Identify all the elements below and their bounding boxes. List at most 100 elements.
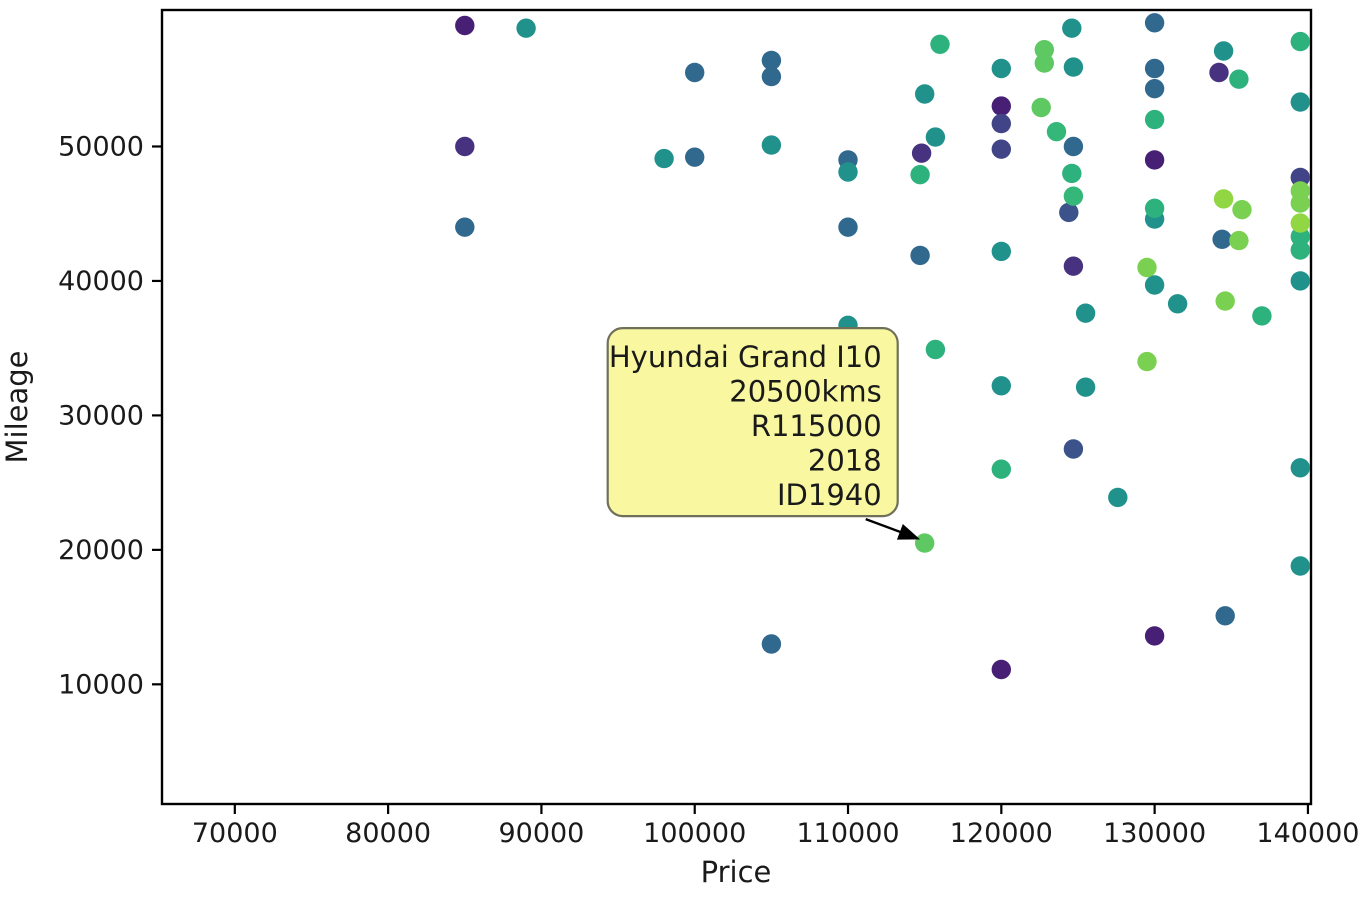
data-point[interactable] xyxy=(1290,193,1311,213)
x-tick-label: 120000 xyxy=(950,818,1053,849)
data-point[interactable] xyxy=(1108,487,1128,508)
data-point[interactable] xyxy=(1213,189,1234,209)
data-point[interactable] xyxy=(910,165,930,185)
data-point[interactable] xyxy=(991,96,1011,116)
data-point[interactable] xyxy=(1034,53,1055,73)
data-point[interactable] xyxy=(1075,303,1096,323)
tooltip-text-line: 20500kms xyxy=(729,375,881,409)
data-point[interactable] xyxy=(761,66,782,87)
data-point[interactable] xyxy=(991,459,1011,479)
data-point[interactable] xyxy=(1290,556,1311,576)
data-point[interactable] xyxy=(1215,606,1235,626)
data-point[interactable] xyxy=(1290,167,1311,188)
data-point[interactable] xyxy=(915,533,935,553)
data-point[interactable] xyxy=(654,148,674,169)
data-point[interactable] xyxy=(1063,136,1084,157)
tooltip: Hyundai Grand I10 20500kms R115000 2018 … xyxy=(606,327,921,540)
data-point[interactable] xyxy=(991,659,1011,680)
data-point[interactable] xyxy=(1137,257,1157,278)
data-point[interactable] xyxy=(685,147,705,167)
data-point[interactable] xyxy=(991,241,1011,262)
data-point[interactable] xyxy=(1063,186,1084,206)
data-point[interactable] xyxy=(838,217,858,237)
tooltip-text-line: 2018 xyxy=(808,444,882,478)
data-point[interactable] xyxy=(1252,306,1272,326)
data-point[interactable] xyxy=(925,127,946,147)
data-point[interactable] xyxy=(1290,213,1311,233)
x-axis-label: Price xyxy=(701,855,772,889)
tooltip-text-line: ID1940 xyxy=(777,478,882,512)
x-tick-label: 110000 xyxy=(796,818,899,849)
data-point[interactable] xyxy=(1290,92,1311,112)
data-point[interactable] xyxy=(1034,40,1055,60)
data-point[interactable] xyxy=(455,15,475,36)
data-point[interactable] xyxy=(455,136,475,157)
x-tick-label: 140000 xyxy=(1256,818,1359,849)
data-point[interactable] xyxy=(1144,626,1165,646)
data-point[interactable] xyxy=(516,18,536,38)
data-point[interactable] xyxy=(1229,69,1249,89)
x-axis-ticks: 70000 80000 90000 100000 110000 120000 130000 1… xyxy=(192,804,1359,849)
x-tick-label: 80000 xyxy=(345,818,431,849)
data-point[interactable] xyxy=(761,634,782,654)
data-point[interactable] xyxy=(1075,377,1096,397)
data-point[interactable] xyxy=(1144,109,1165,130)
data-point[interactable] xyxy=(1144,13,1165,33)
data-point[interactable] xyxy=(1059,202,1079,223)
y-tick-label: 40000 xyxy=(58,266,144,297)
data-point[interactable] xyxy=(1167,294,1188,314)
x-tick-label: 70000 xyxy=(192,818,278,849)
y-axis-ticks: 10000 20000 30000 40000 50000 xyxy=(58,131,162,700)
tooltip-arrow xyxy=(865,517,921,540)
data-point[interactable] xyxy=(1062,163,1082,184)
data-point[interactable] xyxy=(911,143,932,163)
data-point[interactable] xyxy=(910,245,930,266)
data-point[interactable] xyxy=(1212,229,1232,249)
data-point[interactable] xyxy=(1144,150,1165,170)
tooltip-text-line: Hyundai Grand I10 xyxy=(609,340,882,374)
y-tick-label: 20000 xyxy=(58,535,144,566)
data-point[interactable] xyxy=(1290,31,1311,52)
data-point[interactable] xyxy=(1063,439,1084,459)
y-tick-label: 30000 xyxy=(58,400,144,431)
data-point[interactable] xyxy=(1290,226,1311,247)
data-point[interactable] xyxy=(761,50,782,71)
data-point[interactable] xyxy=(1062,18,1082,38)
y-axis-label: Mileage xyxy=(0,351,34,464)
y-tick-label: 50000 xyxy=(58,131,144,162)
data-point[interactable] xyxy=(1031,97,1051,118)
data-point[interactable] xyxy=(761,135,782,155)
data-point[interactable] xyxy=(1063,57,1084,77)
data-point[interactable] xyxy=(1137,351,1157,372)
data-point[interactable] xyxy=(1290,458,1311,478)
y-tick-label: 10000 xyxy=(58,669,144,700)
data-point[interactable] xyxy=(1290,240,1311,260)
data-point[interactable] xyxy=(1144,198,1165,218)
data-point[interactable] xyxy=(1063,256,1084,276)
plot-border xyxy=(160,8,1313,806)
data-point[interactable] xyxy=(915,84,935,104)
data-point[interactable] xyxy=(925,339,946,360)
data-point[interactable] xyxy=(1229,230,1249,251)
data-point[interactable] xyxy=(991,376,1011,396)
data-point[interactable] xyxy=(930,34,950,54)
data-point[interactable] xyxy=(1144,275,1165,295)
data-point[interactable] xyxy=(455,217,475,237)
data-points xyxy=(455,13,1311,680)
data-point[interactable] xyxy=(1144,79,1165,99)
data-point[interactable] xyxy=(991,139,1011,159)
data-point[interactable] xyxy=(1215,291,1235,311)
x-tick-label: 130000 xyxy=(1103,818,1206,849)
data-point[interactable] xyxy=(685,62,705,83)
data-point[interactable] xyxy=(838,162,858,182)
data-point[interactable] xyxy=(991,113,1011,134)
data-point[interactable] xyxy=(1290,271,1311,291)
data-point[interactable] xyxy=(1046,122,1067,142)
data-point[interactable] xyxy=(1213,41,1234,61)
data-point[interactable] xyxy=(1232,200,1252,220)
data-point[interactable] xyxy=(991,58,1011,79)
data-point[interactable] xyxy=(1209,62,1229,83)
data-point[interactable] xyxy=(1144,58,1165,79)
